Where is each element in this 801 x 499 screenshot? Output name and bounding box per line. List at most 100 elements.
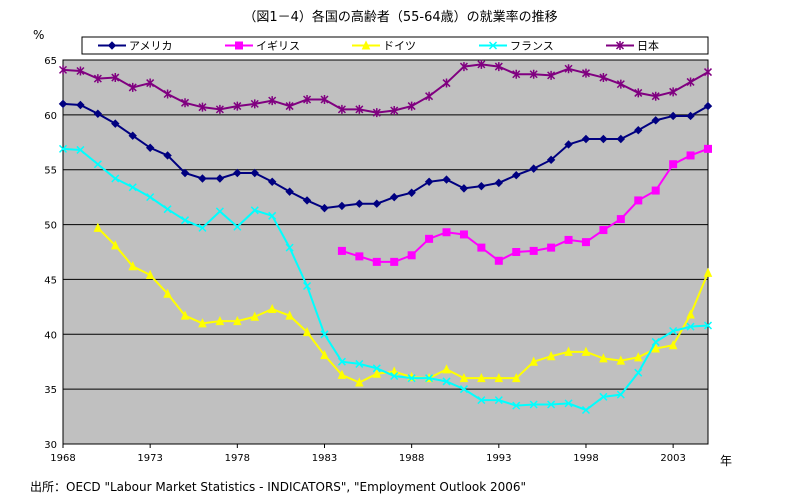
series-5 (58, 59, 713, 118)
data-point (581, 134, 591, 144)
data-point (564, 64, 573, 74)
data-point (442, 175, 451, 184)
legend: アメリカ イギリス ドイツ フランス 日本 (81, 36, 709, 55)
data-point (651, 116, 660, 125)
data-point (477, 396, 486, 405)
x-tick-label: 1983 (312, 453, 337, 464)
data-point (93, 109, 103, 118)
data-point (180, 98, 190, 108)
data-point (128, 261, 138, 271)
data-point (320, 203, 329, 213)
data-point (703, 267, 713, 277)
data-point (512, 69, 521, 79)
data-point (320, 349, 329, 360)
legend-entry: 日本 (606, 39, 659, 53)
data-point (634, 196, 643, 205)
legend-entry: ドイツ (352, 40, 416, 53)
x-tick-label: 1998 (573, 453, 598, 464)
data-point (390, 371, 399, 381)
data-point (686, 77, 695, 87)
data-point (111, 73, 120, 83)
data-point (163, 151, 172, 160)
data-point (163, 89, 172, 99)
data-point (163, 205, 172, 214)
data-point (233, 101, 242, 111)
data-point (442, 377, 451, 386)
data-point (233, 222, 242, 231)
data-point (669, 87, 678, 97)
data-point (215, 104, 224, 114)
data-point (285, 187, 294, 196)
data-point (355, 199, 364, 208)
data-point (512, 401, 521, 410)
data-point (267, 303, 277, 314)
data-point (599, 73, 608, 83)
data-point (372, 199, 381, 208)
data-point (145, 143, 155, 152)
series-2 (337, 144, 712, 266)
y-tick-label: 55 (44, 166, 57, 177)
data-point (634, 88, 643, 98)
data-point (180, 168, 190, 178)
legend-entry: イギリス (225, 40, 300, 53)
data-point (303, 94, 312, 104)
data-point (128, 82, 137, 92)
legend-label: 日本 (637, 39, 659, 53)
data-point (58, 144, 68, 153)
data-point (668, 340, 678, 350)
data-point (633, 352, 643, 362)
data-point (564, 346, 573, 356)
x-tick-label: 1978 (225, 453, 250, 464)
legend-entry: アメリカ (98, 40, 172, 53)
data-point (303, 281, 312, 291)
data-point (93, 222, 103, 232)
data-point (651, 91, 660, 101)
data-point (686, 151, 695, 160)
data-point (233, 315, 242, 326)
x-axis-unit-label: 年 (720, 454, 733, 468)
legend-marker (107, 41, 117, 50)
data-point (198, 318, 207, 328)
data-point (686, 322, 695, 331)
series-line (341, 147, 709, 263)
series-1 (58, 99, 713, 213)
data-point (268, 96, 277, 106)
chart-title: （図1－4）各国の高齢者（55-64歳）の就業率の推移 (243, 10, 558, 25)
data-point (581, 346, 591, 356)
legend-marker (235, 41, 243, 50)
data-point (634, 126, 643, 135)
legend-marker (615, 41, 625, 50)
data-point (407, 374, 416, 383)
data-point (494, 256, 503, 265)
data-point (459, 385, 468, 394)
data-point (477, 59, 486, 69)
legend-label: アメリカ (129, 40, 172, 53)
data-point (651, 337, 660, 346)
data-point (459, 184, 469, 193)
data-point (564, 140, 573, 149)
data-point (616, 215, 625, 224)
data-point (512, 248, 521, 256)
data-point (581, 405, 591, 415)
data-point (529, 69, 538, 79)
data-point (651, 343, 660, 353)
data-point (442, 228, 451, 237)
data-point (146, 193, 155, 202)
data-point (355, 104, 364, 114)
data-point (599, 226, 608, 235)
data-point (651, 186, 660, 195)
source-note: 出所：OECD "Labour Market Statistics - INDI… (30, 480, 527, 494)
data-point (564, 235, 573, 244)
data-point (146, 78, 155, 88)
data-point (616, 79, 625, 89)
data-point (424, 177, 434, 186)
data-point (494, 178, 504, 188)
series-group (58, 59, 713, 415)
data-point (58, 65, 68, 75)
data-point (128, 131, 137, 140)
data-point (111, 240, 120, 250)
data-point (477, 243, 486, 252)
data-point (477, 181, 486, 191)
legend-label: フランス (510, 40, 554, 53)
